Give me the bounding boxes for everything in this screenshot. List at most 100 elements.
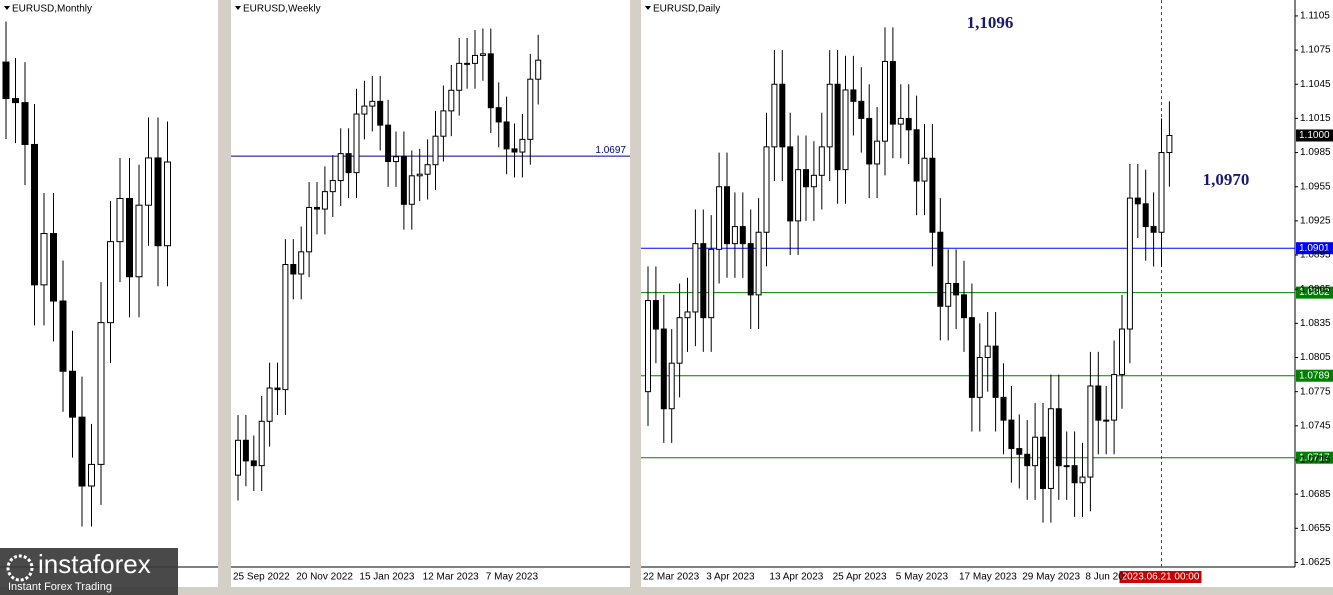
candle-body: [321, 191, 328, 210]
logo-box: [0, 548, 178, 595]
logo-icon: [6, 554, 34, 582]
candle-body: [984, 345, 991, 359]
candle-body: [692, 243, 699, 313]
candle-body: [968, 317, 975, 398]
y-tick-label: 1.1105: [1300, 11, 1330, 22]
daily-panel: [641, 0, 1333, 587]
candle-body: [755, 231, 762, 296]
candle-body: [345, 153, 352, 174]
last-price-tag: [1296, 129, 1333, 142]
candle-body: [306, 206, 313, 253]
candle-body: [503, 121, 510, 150]
candle-body: [393, 156, 399, 163]
candle-body: [763, 146, 770, 233]
candle-body: [1032, 436, 1039, 467]
candle-body: [464, 62, 471, 65]
title-arrow: [4, 6, 10, 10]
y-tick-label: 1.0835: [1300, 318, 1331, 329]
candle-body: [700, 243, 707, 319]
candle-body: [1095, 385, 1102, 421]
candle-body: [1111, 374, 1118, 421]
price-tag: [1296, 369, 1333, 382]
weekly-panel: [231, 0, 630, 587]
candle-body: [1166, 134, 1173, 154]
y-tick-label: 1.0895: [1300, 250, 1331, 261]
candle-body: [135, 204, 143, 278]
x-tick-label: 13 Apr 2023: [769, 572, 823, 583]
price-tag: [1296, 286, 1333, 299]
x-tick-label: 20 Nov 2022: [296, 572, 353, 583]
candle-body: [1008, 419, 1015, 450]
price-tag-label: 1.0862: [1299, 287, 1330, 298]
title-arrow: [645, 6, 651, 10]
price-tag-label: 1.0789: [1299, 370, 1330, 381]
x-tick-label: 12 Mar 2023: [423, 572, 480, 583]
price-tag-label: 1.0901: [1299, 243, 1330, 254]
chart-area: [231, 28, 630, 501]
candle-body: [1047, 408, 1054, 489]
candle-body: [282, 263, 289, 391]
candle-body: [353, 113, 360, 174]
candle-body: [795, 169, 802, 222]
chart-area: [2, 21, 171, 527]
candle-body: [810, 174, 817, 188]
candle-body: [1000, 396, 1007, 421]
candle-body: [242, 439, 249, 462]
candle-body: [684, 311, 691, 319]
candle-body: [535, 59, 542, 80]
candle-body: [69, 370, 76, 418]
candle-body: [834, 83, 841, 171]
logo-tagline: Instant Forex Trading: [8, 581, 112, 593]
y-tick-label: 1.0775: [1300, 386, 1331, 397]
candle-body: [953, 283, 960, 296]
cursor-label: 2023.06.21 00:00: [1122, 572, 1200, 583]
x-tick-label: 25 Apr 2023: [833, 572, 887, 583]
candle-body: [377, 100, 384, 126]
candle-body: [472, 54, 478, 64]
cursor-tag: [1119, 571, 1202, 583]
y-tick-label: 1.0925: [1300, 216, 1331, 227]
candle-body: [882, 60, 888, 142]
candle-body: [1087, 385, 1094, 478]
candle-body: [408, 175, 415, 205]
candle-body: [905, 117, 912, 131]
candle-body: [708, 248, 715, 319]
x-tick-label: 17 May 2023: [959, 572, 1017, 583]
candle-body: [1079, 476, 1086, 484]
x-tick-label: 8 Jun 20: [1085, 572, 1124, 583]
candle-body: [1040, 436, 1046, 489]
candle-body: [416, 173, 423, 177]
candle-body: [487, 53, 494, 109]
candle-body: [495, 107, 502, 123]
candle-body: [645, 300, 651, 393]
candle-body: [258, 420, 265, 467]
chart-area: [641, 0, 1295, 567]
candle-body: [145, 157, 152, 206]
candle-body: [116, 197, 124, 243]
level-label: 1.0697: [595, 145, 626, 156]
candle-body: [976, 357, 983, 398]
candle-body: [298, 251, 305, 275]
candle-body: [1158, 152, 1165, 233]
annotation: 1,0970: [1203, 170, 1250, 189]
logo-name: instaforex: [38, 549, 151, 579]
price-tag: [1296, 451, 1333, 464]
candle-body: [724, 186, 730, 245]
y-tick-label: 1.0955: [1300, 181, 1331, 192]
candle-body: [12, 98, 19, 104]
candle-body: [739, 226, 746, 245]
candle-body: [937, 231, 944, 307]
candle-body: [527, 78, 534, 140]
candle-body: [929, 157, 936, 233]
candle-body: [369, 100, 376, 107]
y-tick-label: 1.0985: [1300, 147, 1331, 158]
candle-body: [40, 233, 48, 286]
candle-body: [1150, 226, 1157, 233]
candle-body: [440, 110, 447, 137]
candle-body: [858, 100, 865, 119]
candle-body: [250, 460, 257, 467]
chart-title: EURUSD,Weekly: [243, 4, 321, 15]
candle-body: [889, 60, 896, 125]
candle-body: [866, 117, 873, 165]
candle-body: [274, 387, 281, 391]
